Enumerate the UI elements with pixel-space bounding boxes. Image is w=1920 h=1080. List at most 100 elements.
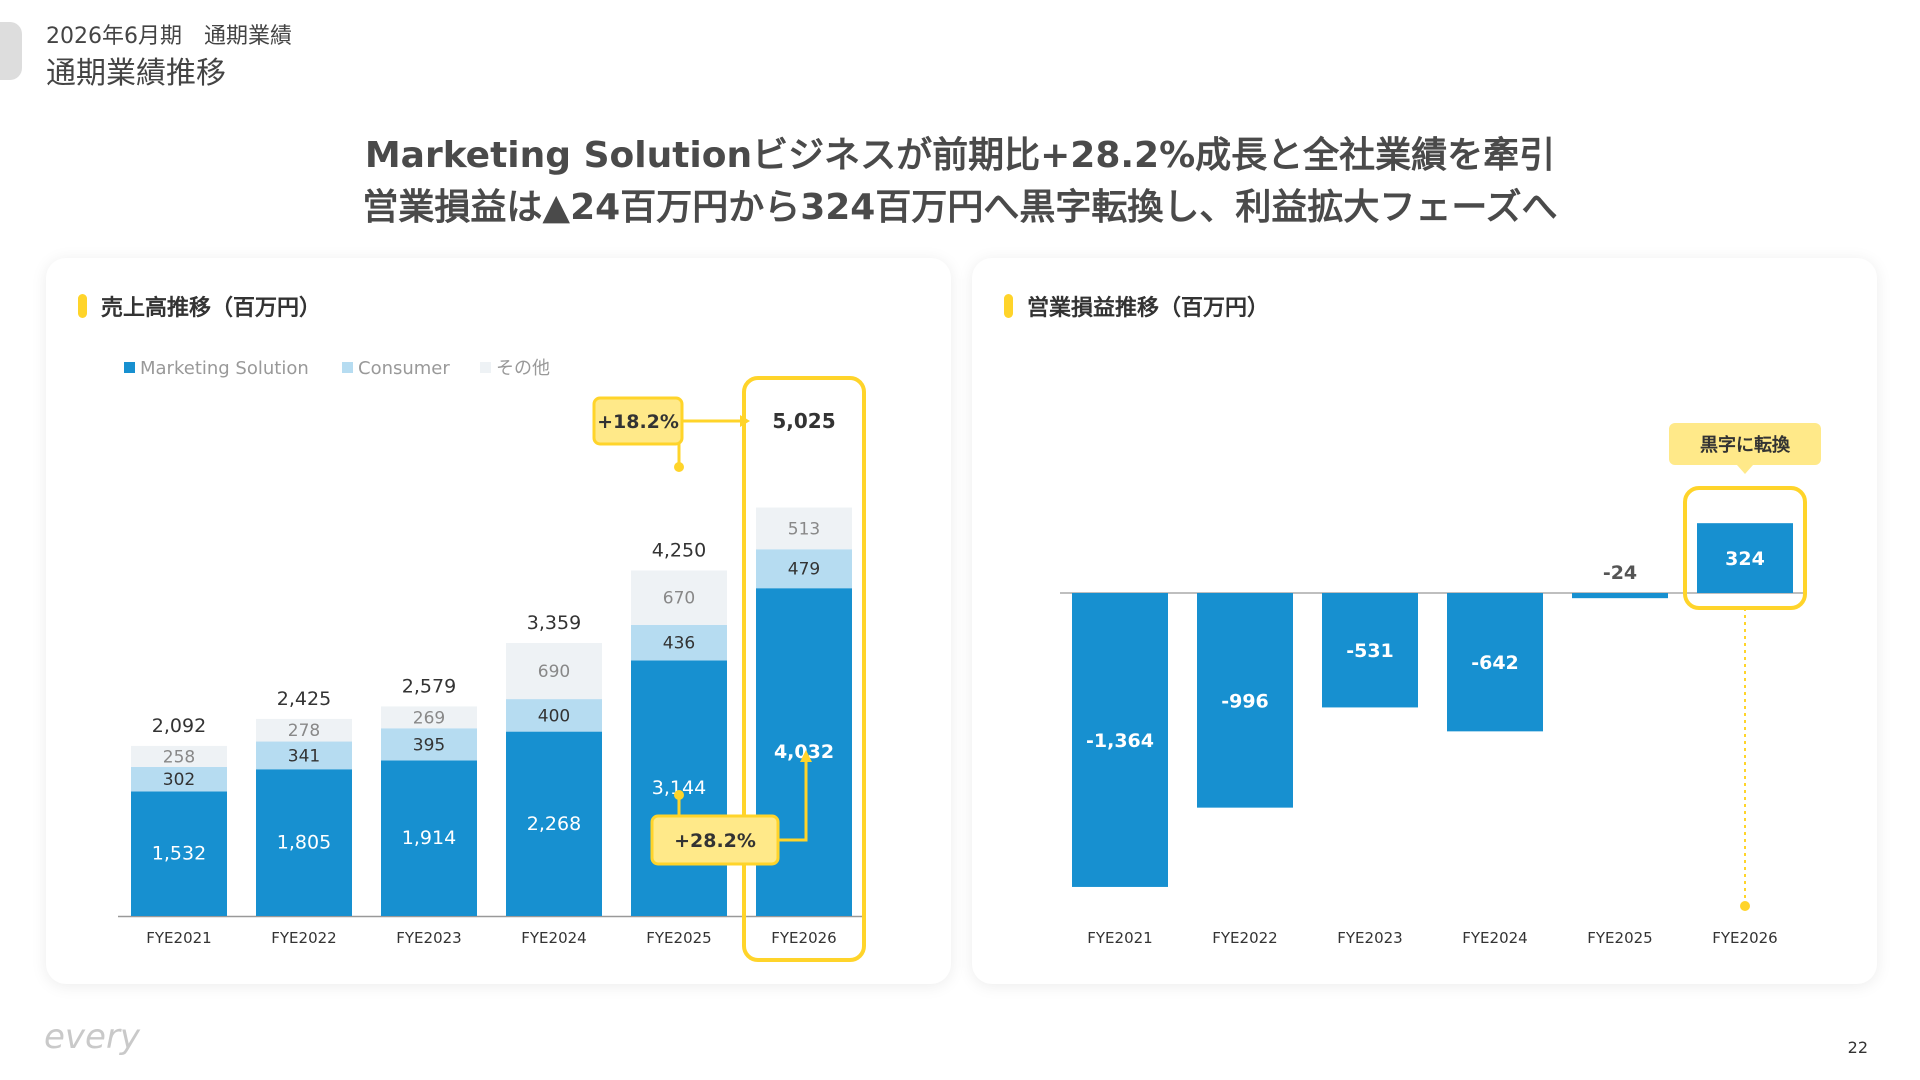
profit-chart-heading: 営業損益推移（百万円） [1004, 290, 1269, 322]
legend-swatch-1 [342, 362, 353, 373]
callout-profit-turn [1669, 423, 1821, 465]
legend-label-2: その他 [496, 358, 550, 379]
callout-profit-turn-label: 黒字に転換 [1700, 434, 1791, 456]
revenue-segment-label: 2,268 [527, 813, 581, 835]
logo-mark: every [44, 1017, 141, 1057]
section-tab [0, 22, 22, 80]
revenue-total-label: 2,092 [152, 715, 206, 737]
revenue-bar-segment [756, 507, 852, 550]
profit-bar-FYE2026 [1697, 523, 1793, 593]
profit-category-label: FYE2025 [1587, 929, 1652, 947]
revenue-segment-label: 400 [538, 706, 570, 726]
callout-arrowhead [740, 415, 750, 427]
revenue-legend: Marketing Solution Consumer その他 [124, 358, 550, 379]
profit-bar-FYE2024 [1447, 593, 1543, 732]
revenue-bar-stack-FYE2024: 2,268 400 690 3,359 [506, 612, 602, 916]
revenue-segment-label: 258 [163, 747, 195, 767]
revenue-bar-segment [506, 731, 602, 916]
profit-chart-title: 営業損益推移（百万円） [1027, 296, 1270, 321]
revenue-bar-segment [256, 718, 352, 742]
revenue-chart: Marketing Solution Consumer その他 1,532 302 258… [118, 358, 866, 962]
legend-swatch-2 [480, 362, 491, 373]
header-subtitle: 2026年6月期 通期業績 [46, 24, 292, 49]
profit-bar-FYE2021 [1072, 593, 1168, 887]
revenue-segment-label: 1,532 [152, 843, 206, 865]
revenue-segment-label: 513 [788, 519, 820, 539]
operating-profit-chart: -1,364 FYE2021 -996 FYE2022 -531 FYE2023 -642 F… [1060, 423, 1821, 947]
guide-dot [1740, 901, 1750, 911]
revenue-segment-label: 341 [288, 746, 320, 766]
legend-label-0: Marketing Solution [140, 358, 309, 379]
callout-pointer [1737, 465, 1753, 474]
svg-text:every: every [44, 1017, 141, 1057]
revenue-segment-label: 479 [788, 560, 820, 580]
revenue-bar-segment [756, 549, 852, 589]
operating-profit-chart-card: 営業損益推移（百万円） -1,364 FYE2021 -996 FYE2022 -531… [972, 258, 1877, 984]
revenue-bar-stack-FYE2023: 1,914 395 269 2,579 [381, 675, 477, 916]
revenue-segment-label: 436 [663, 634, 695, 654]
revenue-bar-segment [381, 760, 477, 916]
revenue-total-label: 4,250 [652, 539, 706, 561]
page-number: 22 [1847, 1038, 1868, 1057]
revenue-segment-label: 302 [163, 770, 195, 790]
profit-value-label: -996 [1221, 690, 1269, 712]
revenue-bar-segment [131, 766, 227, 792]
profit-category-label: FYE2023 [1337, 929, 1402, 947]
revenue-category-label: FYE2026 [771, 929, 836, 947]
revenue-bar-stack-FYE2021: 1,532 302 258 2,092 [131, 715, 227, 916]
revenue-bar-segment [631, 570, 727, 625]
revenue-segment-label: 4,032 [774, 741, 834, 763]
revenue-category-label: FYE2021 [146, 929, 211, 947]
profit-value-label: 324 [1725, 548, 1765, 570]
revenue-category-label: FYE2024 [521, 929, 586, 947]
legend-swatch-0 [124, 362, 135, 373]
profit-category-label: FYE2021 [1087, 929, 1152, 947]
callout-arrow-line [778, 760, 808, 842]
revenue-bar-segment [131, 791, 227, 916]
revenue-total-label: 5,025 [772, 409, 835, 433]
revenue-segment-label: 670 [663, 589, 695, 609]
revenue-total-label: 2,579 [402, 675, 456, 697]
profit-bar-FYE2025 [1572, 593, 1668, 599]
revenue-bar-segment [631, 624, 727, 661]
legend-label-1: Consumer [358, 358, 450, 379]
heading-bullet [1004, 294, 1013, 318]
revenue-segment-label: 690 [538, 662, 570, 682]
revenue-bar-segment [256, 741, 352, 770]
revenue-total-label: 2,425 [277, 688, 331, 710]
revenue-segment-label: 3,144 [652, 777, 706, 799]
revenue-total-label: 3,359 [527, 612, 581, 634]
revenue-segment-label: 269 [413, 708, 445, 728]
revenue-segment-label: 278 [288, 721, 320, 741]
revenue-category-label: FYE2023 [396, 929, 461, 947]
profit-value-label: -1,364 [1086, 730, 1154, 752]
headline-line-2: 営業損益は▲24百万円から324百万円へ黒字転換し、利益拡大フェーズへ [362, 187, 1558, 228]
callout-marketing-growth-label: +28.2% [674, 830, 756, 852]
revenue-chart-heading: 売上高推移（百万円） [78, 290, 321, 322]
headline-line-1: Marketing Solutionビジネスが前期比+28.2%成長と全社業績を… [364, 135, 1556, 176]
revenue-bar-segment [381, 706, 477, 729]
profit-value-label: -642 [1471, 652, 1519, 674]
callout-total-growth-label: +18.2% [597, 411, 679, 433]
revenue-bar-stack-FYE2025: 3,144 436 670 4,250 [631, 539, 727, 916]
revenue-bar-segment [506, 699, 602, 732]
revenue-bar-stack-FYE2026: 4,032 479 513 [756, 507, 852, 916]
profit-value-label: -24 [1603, 562, 1637, 584]
revenue-bar-segment [381, 728, 477, 761]
revenue-category-label: FYE2025 [646, 929, 711, 947]
revenue-bar-segment [631, 660, 727, 916]
revenue-bar-segment [131, 745, 227, 767]
revenue-bar-segment [506, 642, 602, 700]
every-logo: every [44, 1016, 184, 1064]
revenue-chart-card: 売上高推移（百万円） Marketing Solution Consumer その他… [46, 258, 951, 984]
profit-category-label: FYE2024 [1462, 929, 1527, 947]
revenue-segment-label: 395 [413, 735, 445, 755]
callout-dot [674, 462, 684, 472]
heading-bullet [78, 294, 87, 318]
profit-bar-FYE2023 [1322, 593, 1418, 708]
profit-category-label: FYE2022 [1212, 929, 1277, 947]
revenue-bar-stack-FYE2022: 1,805 341 278 2,425 [256, 688, 352, 916]
profit-bar-FYE2022 [1197, 593, 1293, 808]
profit-value-label: -531 [1346, 640, 1394, 662]
revenue-segment-label: 1,805 [277, 832, 331, 854]
